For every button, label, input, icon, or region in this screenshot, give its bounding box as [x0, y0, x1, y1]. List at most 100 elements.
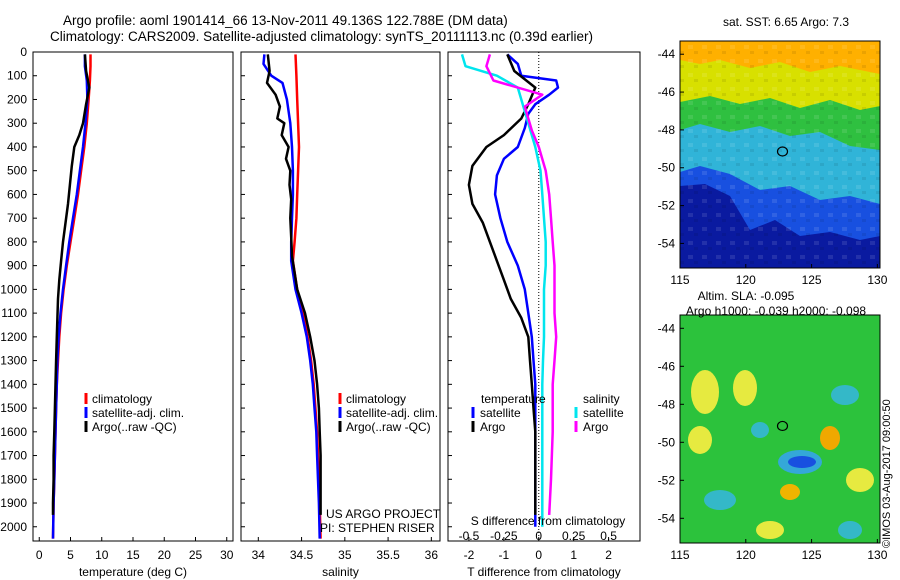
x-tick-label: 2 [605, 548, 612, 562]
sla-map [680, 315, 880, 543]
y-tick-label: 0 [20, 45, 27, 59]
x-tick-label: 0 [36, 548, 43, 562]
map-y-tick-label: -44 [658, 321, 676, 335]
argo-location-marker [776, 420, 789, 432]
plot-frame [32, 51, 234, 542]
sla-blob [704, 490, 736, 510]
figure-title-line2: Climatology: CARS2009. Satellite-adjuste… [50, 29, 594, 44]
series-line [467, 53, 537, 515]
legend-group-label: temperature [481, 392, 546, 406]
map-x-tick-label: 125 [802, 548, 822, 562]
map-y-tick-label: -54 [658, 236, 676, 250]
y-tick-label: 1700 [0, 449, 27, 463]
y-tick-label: 500 [7, 164, 27, 178]
map-y-tick-label: -44 [658, 47, 676, 61]
temperature-panel: 0 5 10 15 20 25 300100200300400500600700800900… [0, 45, 233, 579]
sla-blob [788, 456, 816, 468]
map-y-tick-label: -48 [658, 123, 676, 137]
x-tick-label: 20 [158, 548, 172, 562]
legend-label: Argo [583, 420, 609, 434]
sla-blob [691, 370, 719, 414]
top-tick-label: 0.5 [600, 529, 617, 543]
x-tick-label: 5 [67, 548, 74, 562]
legend-label: climatology [346, 392, 406, 406]
map-y-tick-label: -54 [658, 511, 676, 525]
series-line [265, 54, 322, 515]
legend-label: satellite-adj. clim. [92, 406, 184, 420]
x-tick-label: 0 [535, 548, 542, 562]
y-tick-label: 1800 [0, 472, 27, 486]
series-line [485, 54, 558, 515]
plot-frame [240, 51, 441, 542]
y-tick-label: 1300 [0, 354, 27, 368]
map-frame [679, 314, 881, 544]
y-tick-label: 2000 [0, 520, 27, 534]
y-tick-label: 400 [7, 140, 27, 154]
credit-project: US ARGO PROJECT [326, 507, 441, 521]
sla-blob [846, 468, 874, 492]
sst-texture-overlay [680, 41, 880, 268]
top-tick-label: 0 [535, 529, 542, 543]
argo-location-marker [776, 146, 789, 157]
x-tick-label: 15 [126, 548, 140, 562]
sla-blob [831, 385, 859, 405]
legend-group-label: salinity [583, 392, 620, 406]
map-y-tick-label: -50 [658, 161, 676, 175]
map-axes: 115 120 125 130 -44 -46 -48 -50 -52 -54 115 120 125 1… [658, 40, 888, 562]
x-tick-label: -2 [464, 548, 475, 562]
map-y-tick-label: -50 [658, 435, 676, 449]
legend-label: climatology [92, 392, 152, 406]
y-tick-label: 1500 [0, 401, 27, 415]
y-tick-label: 800 [7, 235, 27, 249]
x-tick-label: 25 [189, 548, 203, 562]
legend-label: satellite [583, 406, 624, 420]
map-y-tick-label: -46 [658, 85, 676, 99]
series-line [493, 53, 560, 527]
x-tick-label: 1 [570, 548, 577, 562]
y-tick-label: 1000 [0, 282, 27, 296]
y-tick-label: 1400 [0, 377, 27, 391]
map-top-title: sat. SST: 6.65 Argo: 7.3 [723, 15, 849, 29]
series-line [51, 54, 91, 515]
legend-label: Argo(..raw -QC) [92, 420, 177, 434]
sla-blob [820, 426, 840, 450]
x-tick-label: 30 [220, 548, 234, 562]
map-bottom-title-2: Argo h1000: -0.039 h2000: -0.098 [686, 304, 866, 318]
map-x-tick-label: 115 [670, 548, 689, 562]
legend-label: Argo [480, 420, 506, 434]
y-tick-label: 1900 [0, 496, 27, 510]
salinity-panel: 34 34.5 35 35.5 36 salinity climatologysatelli… [240, 51, 441, 579]
map-x-tick-label: 115 [670, 273, 689, 287]
series-line [262, 54, 321, 539]
x-tick-label: 36 [425, 548, 439, 562]
top-tick-label: -0.25 [490, 529, 518, 543]
x-tick-label: -1 [499, 548, 510, 562]
y-tick-label: 1200 [0, 330, 27, 344]
sla-background [680, 315, 880, 543]
sla-blob [733, 370, 757, 406]
y-tick-label: 1100 [1, 306, 27, 320]
map-x-tick-label: 120 [736, 548, 756, 562]
map-frame [679, 40, 881, 269]
top-tick-label: -0.5 [459, 529, 480, 543]
legend-label: satellite [480, 406, 521, 420]
series-line [460, 54, 547, 527]
credit-pi: PI: STEPHEN RISER [320, 521, 435, 535]
top-axis-label: S difference from climatology [471, 514, 626, 528]
sla-blob [756, 521, 784, 539]
y-tick-label: 900 [7, 259, 27, 273]
x-axis-label: T difference from climatology [467, 565, 621, 579]
map-x-tick-label: 120 [736, 273, 756, 287]
legend-label: satellite-adj. clim. [346, 406, 438, 420]
x-tick-label: 35 [338, 548, 352, 562]
legend-label: Argo(..raw -QC) [346, 420, 431, 434]
x-tick-label: 35.5 [376, 548, 400, 562]
y-tick-label: 100 [7, 69, 27, 83]
y-tick-label: 300 [7, 116, 27, 130]
figure-title-line1: Argo profile: aoml 1901414_66 13-Nov-201… [63, 13, 508, 28]
difference-panel: -2 -1 0 1 2 T difference from climatology S di… [447, 51, 641, 579]
map-y-tick-label: -46 [658, 359, 676, 373]
top-tick-label: 0.25 [562, 529, 586, 543]
y-tick-label: 600 [7, 187, 27, 201]
